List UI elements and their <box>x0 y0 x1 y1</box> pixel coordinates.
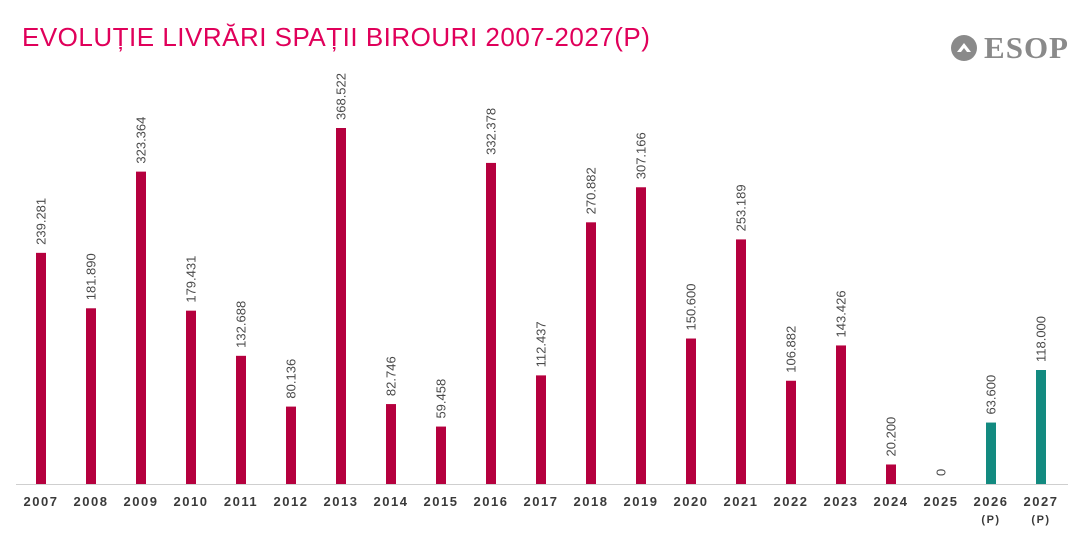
value-label-2027: 118.000 <box>1034 316 1049 362</box>
value-label-2017: 112.437 <box>534 321 549 367</box>
x-tick-label-2019: 2019 <box>624 494 659 509</box>
x-tick-label-2017: 2017 <box>524 494 559 509</box>
bar-2023 <box>836 345 846 484</box>
chart-title: EVOLUȚIE LIVRĂRI SPAȚII BIROURI 2007-202… <box>22 22 651 52</box>
bar-2016 <box>486 162 496 484</box>
x-tick-label-2013: 2013 <box>324 494 359 509</box>
x-tick-label-2016: 2016 <box>474 494 509 509</box>
value-label-2009: 323.364 <box>134 117 149 164</box>
value-label-2024: 20.200 <box>884 417 899 457</box>
x-tick-label-2008: 2008 <box>74 494 109 509</box>
value-label-2007: 239.281 <box>34 198 49 245</box>
value-label-2023: 143.426 <box>834 290 849 337</box>
x-tick-label-2012: 2012 <box>274 494 309 509</box>
esop-logo: ESOP <box>950 30 1069 66</box>
bar-2026 <box>986 422 996 484</box>
bar-2007 <box>36 252 46 484</box>
value-label-2019: 307.166 <box>634 132 649 179</box>
x-tick-label-2021: 2021 <box>724 494 759 509</box>
value-label-2015: 59.458 <box>434 379 449 419</box>
x-tick-label-2014: 2014 <box>374 494 409 509</box>
value-label-2020: 150.600 <box>684 284 699 331</box>
bar-2022 <box>786 380 796 484</box>
value-label-2016: 332.378 <box>484 108 499 155</box>
value-label-2010: 179.431 <box>184 256 199 303</box>
x-tick-label-2020: 2020 <box>674 494 709 509</box>
value-label-2018: 270.882 <box>584 167 599 214</box>
value-label-2013: 368.522 <box>334 73 349 120</box>
x-tick-label-2015: 2015 <box>424 494 459 509</box>
bar-2015 <box>436 426 446 484</box>
x-tick-label-2027: 2027 <box>1024 494 1059 509</box>
value-label-2012: 80.136 <box>284 359 299 399</box>
x-tick-label-2010: 2010 <box>174 494 209 509</box>
bar-2014 <box>386 404 396 484</box>
bar-2018 <box>586 222 596 484</box>
x-tick-label-2025: 2025 <box>924 494 959 509</box>
x-tick-label-2018: 2018 <box>574 494 609 509</box>
bar-2021 <box>736 239 746 484</box>
x-tick-label-2009: 2009 <box>124 494 159 509</box>
value-label-2014: 82.746 <box>384 356 399 396</box>
value-label-2026: 63.600 <box>984 375 999 415</box>
bar-2017 <box>536 375 546 484</box>
x-tick-label-2007: 2007 <box>24 494 59 509</box>
bar-2013 <box>336 128 346 484</box>
x-tick-label-2022: 2022 <box>774 494 809 509</box>
value-label-2025: 0 <box>934 469 949 476</box>
x-tick-label-2011: 2011 <box>224 494 258 509</box>
bar-2008 <box>86 308 96 484</box>
triangle-circle-icon <box>951 35 978 61</box>
x-tick-suffix-2027: (P) <box>1031 514 1050 526</box>
bar-2020 <box>686 338 696 484</box>
x-tick-label-2023: 2023 <box>824 494 859 509</box>
bar-2012 <box>286 406 296 484</box>
value-label-2008: 181.890 <box>84 253 99 300</box>
bar-2024 <box>886 464 896 484</box>
bar-2011 <box>236 355 246 484</box>
bar-2027 <box>1036 370 1046 484</box>
bar-2019 <box>636 187 646 484</box>
x-tick-suffix-2026: (P) <box>981 514 1000 526</box>
x-tick-label-2024: 2024 <box>874 494 909 509</box>
bar-2009 <box>136 171 146 484</box>
value-label-2011: 132.688 <box>234 301 249 348</box>
value-label-2022: 106.882 <box>784 326 799 373</box>
x-tick-label-2026: 2026 <box>974 494 1009 509</box>
value-label-2021: 253.189 <box>734 184 749 231</box>
logo-text: ESOP <box>984 30 1069 65</box>
bar-2010 <box>186 310 196 484</box>
